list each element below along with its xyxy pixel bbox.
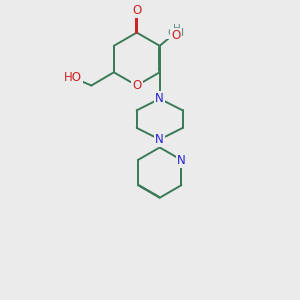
Text: N: N [177,154,186,166]
Text: OH: OH [167,28,184,38]
Text: O: O [171,29,180,42]
Text: O: O [132,79,141,92]
Text: O: O [132,4,141,16]
Text: H: H [173,24,181,34]
Text: N: N [155,92,164,105]
Text: HO: HO [64,71,82,84]
Text: N: N [155,133,164,146]
